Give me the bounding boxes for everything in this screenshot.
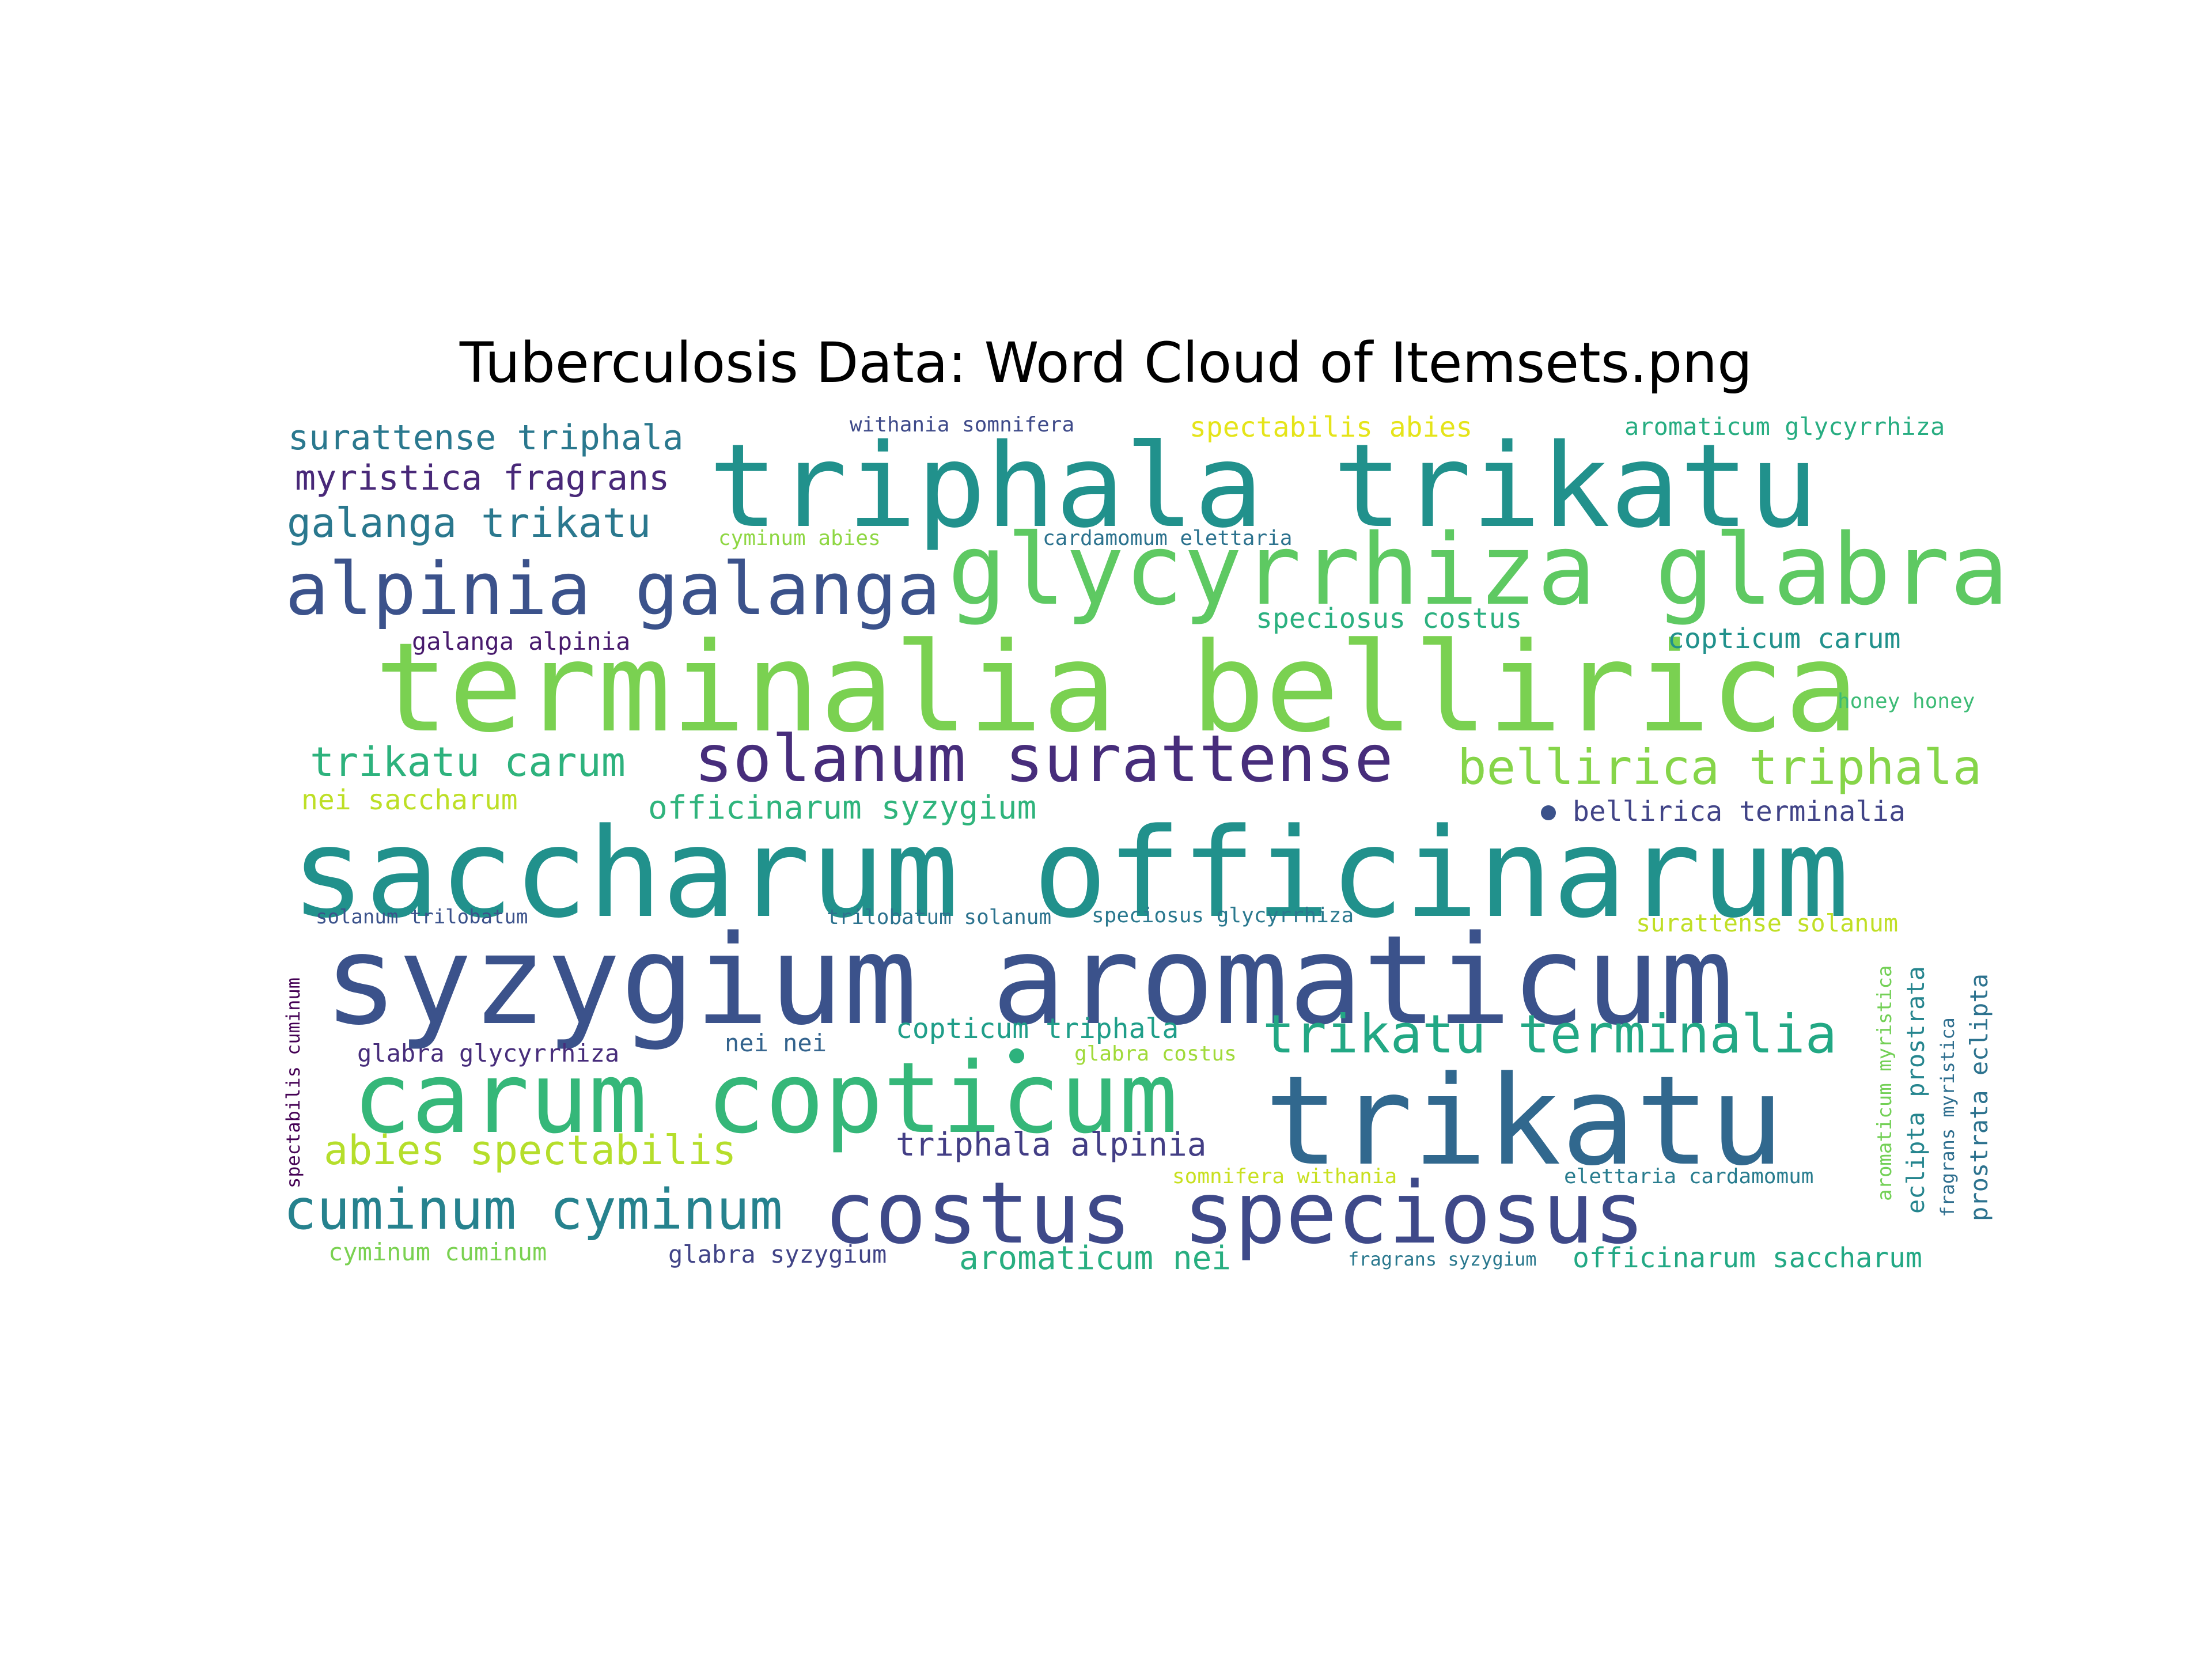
cloud-word: copticum carum [1668, 623, 1901, 655]
cloud-word: alpinia galanga [285, 547, 941, 631]
cloud-word: copticum triphala [896, 1013, 1179, 1045]
cloud-word: bellirica triphala [1457, 739, 1982, 796]
cloud-word: cuminum cyminum [283, 1177, 783, 1242]
cloud-word: nei nei [725, 1029, 827, 1057]
cloud-word: abies spectabilis [324, 1127, 737, 1174]
cloud-word: surattense triphala [288, 418, 684, 458]
cloud-word-vertical: prostrata eclipta [1965, 974, 1993, 1221]
cloud-word: cyminum cuminum [328, 1238, 547, 1266]
cloud-word: glabra costus [1074, 1042, 1237, 1066]
cloud-word-vertical: aromaticum myristica [1873, 965, 1896, 1201]
cloud-word: glabra glycyrrhiza [357, 1039, 620, 1067]
cloud-word: glycyrrhiza glabra [948, 513, 2009, 627]
cloud-word: triphala alpinia [896, 1126, 1207, 1164]
cloud-word: surattense solanum [1636, 909, 1899, 937]
cloud-word: saccharum officinarum [291, 802, 1850, 945]
cloud-word: solanum trilobatum [316, 906, 528, 929]
cloud-word: speciosus glycyrrhiza [1092, 904, 1354, 927]
cloud-word: syzygium aromaticum [324, 909, 1734, 1052]
cloud-dot [1541, 805, 1556, 820]
cloud-word: cyminum abies [718, 527, 881, 550]
cloud-word: somnifera withania [1172, 1165, 1397, 1188]
cloud-word: bellirica terminalia [1573, 796, 1906, 828]
cloud-word: fragrans syzygium [1348, 1248, 1537, 1270]
figure-title: Tuberculosis Data: Word Cloud of Itemset… [459, 331, 1753, 395]
cloud-word: carum copticum [353, 1041, 1178, 1156]
cloud-dot [1009, 1048, 1024, 1063]
cloud-word: aromaticum nei [959, 1240, 1232, 1277]
cloud-word: trikatu terminalia [1263, 1003, 1837, 1065]
cloud-word: solanum surattense [694, 722, 1393, 797]
cloud-word: aromaticum glycyrrhiza [1624, 412, 1945, 441]
cloud-word: galanga alpinia [412, 627, 631, 656]
cloud-word: nei saccharum [301, 784, 518, 816]
cloud-word: costus speciosus [824, 1164, 1645, 1263]
cloud-word: trikatu carum [310, 738, 626, 786]
cloud-word: honey honey [1838, 690, 1975, 713]
cloud-word: myristica fragrans [295, 458, 670, 498]
cloud-word: officinarum saccharum [1573, 1242, 1922, 1274]
cloud-word: officinarum syzygium [648, 789, 1037, 827]
cloud-word: cardamomum elettaria [1043, 527, 1293, 550]
cloud-word: trilobatum solanum [827, 906, 1052, 929]
cloud-word: spectabilis abies [1190, 411, 1473, 444]
cloud-word-vertical: spectabilis cuminum [282, 977, 304, 1188]
cloud-word-vertical: fragrans myristica [1937, 1017, 1959, 1217]
cloud-word: terminalia bellirica [374, 616, 1859, 760]
cloud-word: glabra syzygium [668, 1240, 887, 1268]
cloud-word: withania somnifera [850, 413, 1075, 437]
cloud-word: elettaria cardamomum [1564, 1165, 1814, 1188]
cloud-word: galanga trikatu [287, 499, 652, 547]
cloud-word: triphala trikatu [709, 419, 1819, 554]
cloud-word-vertical: eclipta prostrata [1902, 966, 1930, 1214]
cloud-word: speciosus costus [1256, 603, 1522, 635]
cloud-word: trikatu [1264, 1050, 1784, 1193]
